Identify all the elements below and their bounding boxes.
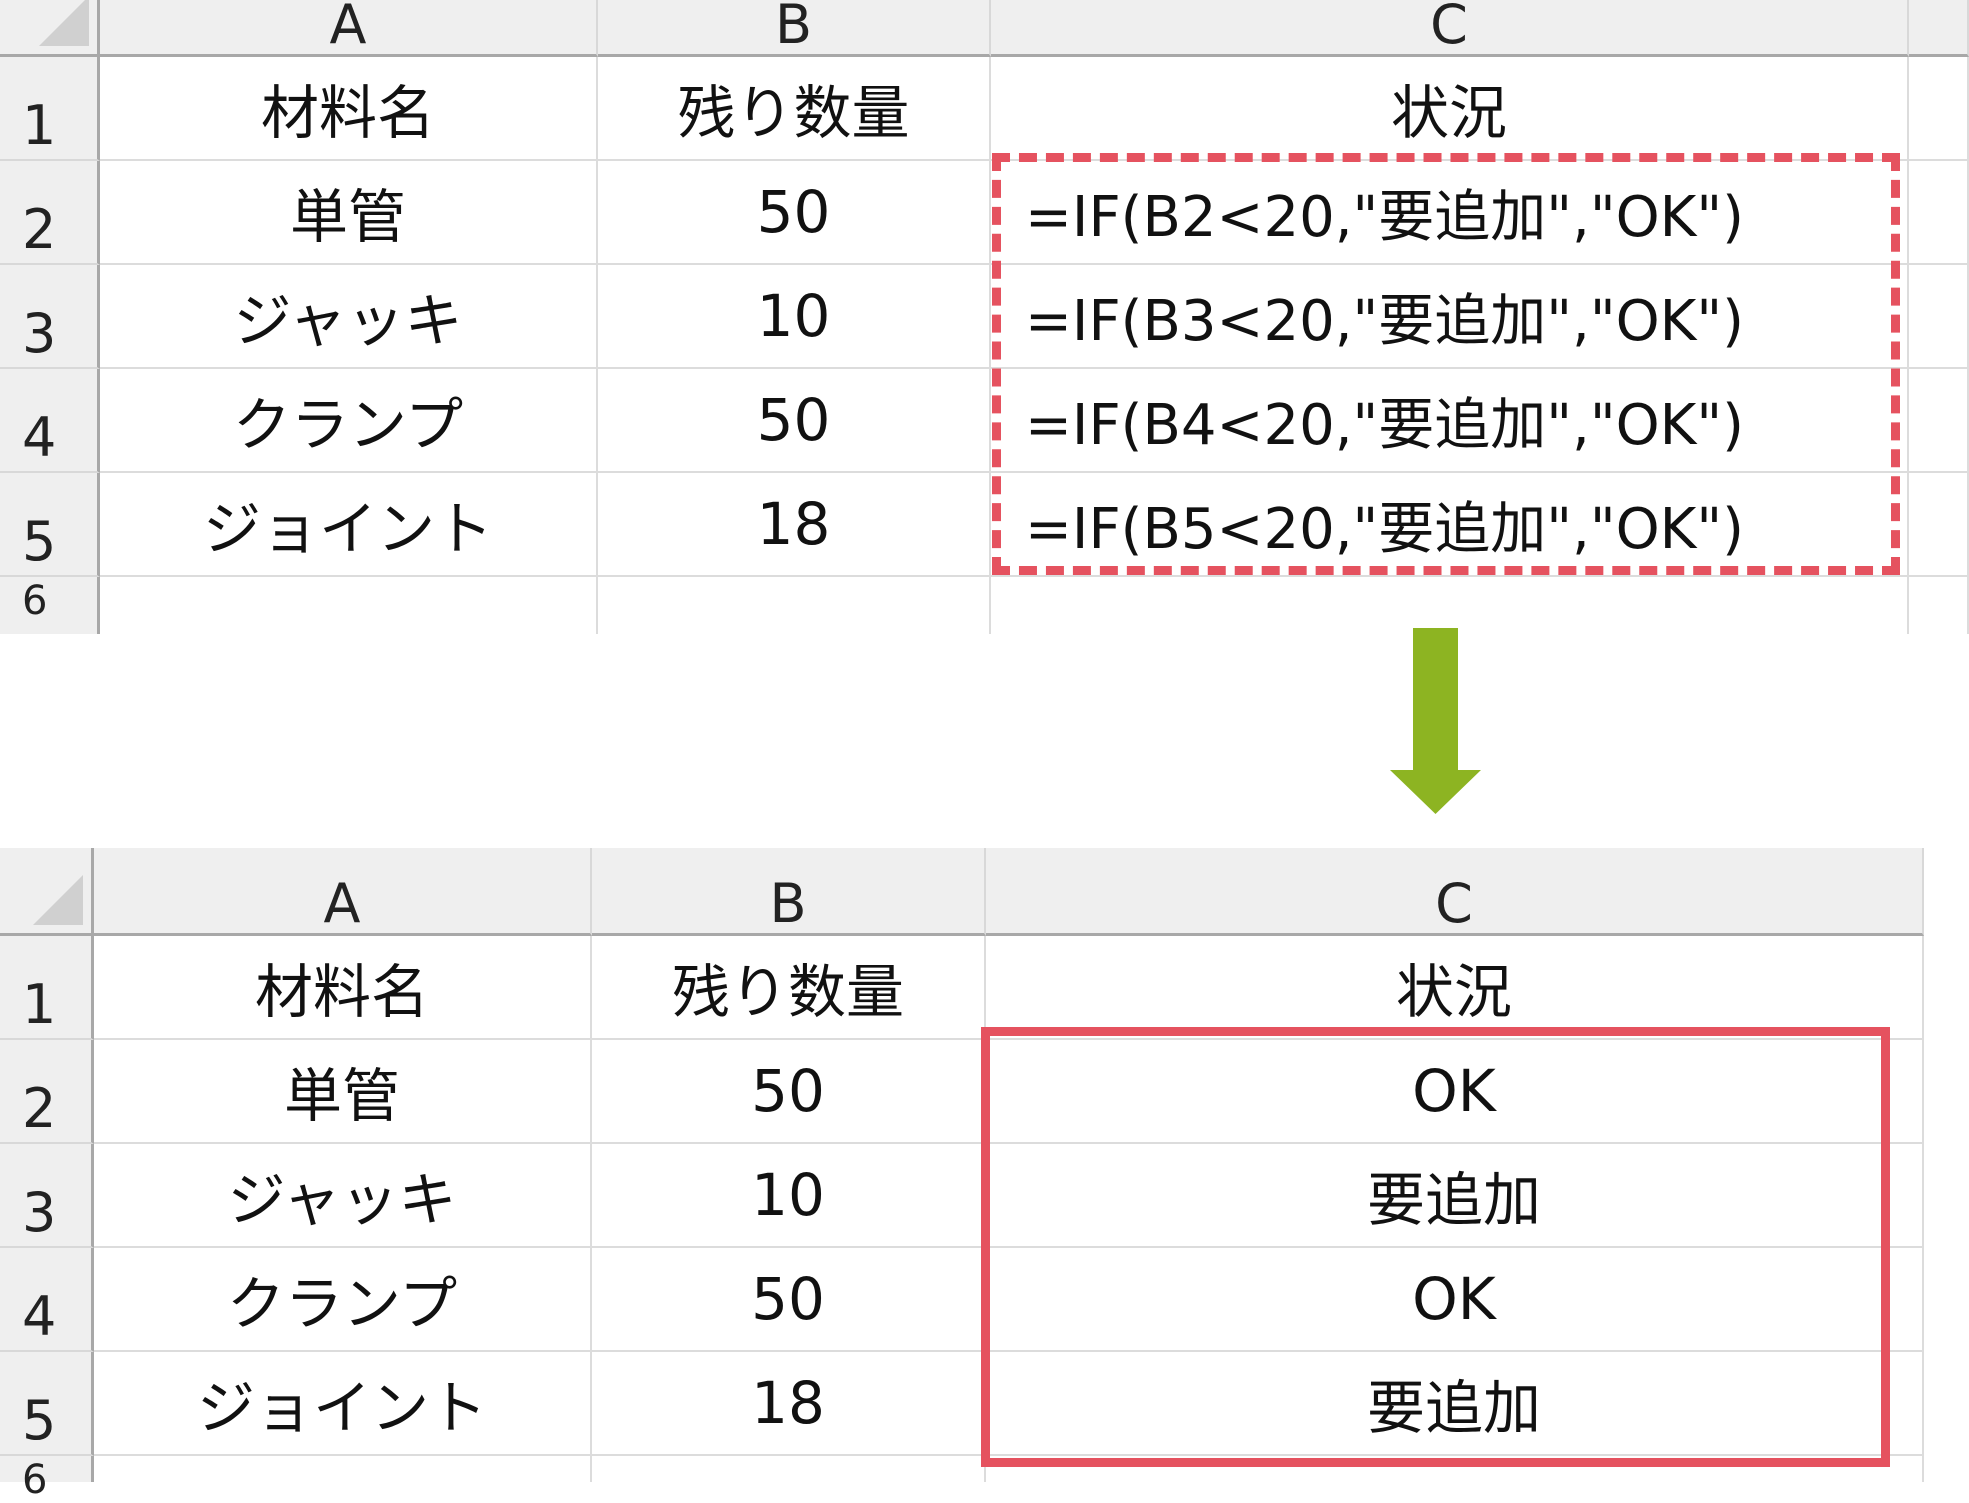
empty-cell[interactable] (1909, 473, 1969, 577)
formula-cell-C2[interactable]: =IF(B2<20,"要追加","OK") (991, 161, 1909, 265)
select-all-corner[interactable] (0, 848, 94, 936)
row-header-5[interactable]: 5 (0, 473, 100, 577)
row-header-6[interactable]: 6 (0, 577, 100, 634)
cell-B2[interactable]: 50 (598, 161, 991, 265)
empty-cell[interactable] (1909, 577, 1969, 634)
row-header-4[interactable]: 4 (0, 1248, 94, 1352)
cell-C1[interactable]: 状況 (991, 57, 1909, 161)
cell-A1[interactable]: 材料名 (94, 936, 592, 1040)
cell-A1[interactable]: 材料名 (100, 57, 598, 161)
cell-C5[interactable]: 要追加 (986, 1352, 1924, 1456)
cell-B3[interactable]: 10 (592, 1144, 986, 1248)
row-header-6[interactable]: 6 (0, 1456, 94, 1500)
formula-cell-C5[interactable]: =IF(B5<20,"要追加","OK") (991, 473, 1909, 577)
select-all-triangle-icon (39, 0, 89, 46)
column-header-c[interactable]: C (991, 0, 1909, 57)
empty-cell[interactable] (100, 577, 598, 634)
spreadsheet-after: A B C 1 材料名 残り数量 状況 2 単管 50 OK 3 ジャッキ 10 要追加 4 クランプ 50 OK 5… (0, 848, 1924, 1500)
column-header-d[interactable] (1909, 0, 1969, 57)
select-all-corner[interactable] (0, 0, 100, 57)
spreadsheet-before: A B C 1 材料名 残り数量 状況 2 単管 50 =IF(B2<20,"要追加","OK") 3… (0, 0, 1969, 634)
cell-C4[interactable]: OK (986, 1248, 1924, 1352)
cell-B4[interactable]: 50 (598, 369, 991, 473)
row-header-3[interactable]: 3 (0, 1144, 94, 1248)
empty-cell[interactable] (1909, 57, 1969, 161)
cell-A2[interactable]: 単管 (100, 161, 598, 265)
empty-cell[interactable] (1909, 265, 1969, 369)
cell-A3[interactable]: ジャッキ (94, 1144, 592, 1248)
row-header-4[interactable]: 4 (0, 369, 100, 473)
cell-B2[interactable]: 50 (592, 1040, 986, 1144)
column-header-b[interactable]: B (592, 848, 986, 936)
empty-cell[interactable] (991, 577, 1909, 634)
arrow-down-icon (1390, 628, 1481, 814)
empty-cell[interactable] (592, 1456, 986, 1482)
row-header-5[interactable]: 5 (0, 1352, 94, 1456)
cell-B5[interactable]: 18 (592, 1352, 986, 1456)
cell-A3[interactable]: ジャッキ (100, 265, 598, 369)
empty-cell[interactable] (598, 577, 991, 634)
cell-A5[interactable]: ジョイント (100, 473, 598, 577)
row-header-2[interactable]: 2 (0, 161, 100, 265)
column-header-c[interactable]: C (986, 848, 1924, 936)
select-all-triangle-icon (33, 875, 83, 925)
row-header-1[interactable]: 1 (0, 57, 100, 161)
result-highlight-box (981, 1027, 1890, 1467)
formula-highlight-dashed-box (992, 153, 1900, 575)
cell-A4[interactable]: クランプ (94, 1248, 592, 1352)
cell-A4[interactable]: クランプ (100, 369, 598, 473)
cell-A2[interactable]: 単管 (94, 1040, 592, 1144)
empty-cell[interactable] (1909, 369, 1969, 473)
formula-cell-C3[interactable]: =IF(B3<20,"要追加","OK") (991, 265, 1909, 369)
cell-B1[interactable]: 残り数量 (598, 57, 991, 161)
column-header-b[interactable]: B (598, 0, 991, 57)
empty-cell[interactable] (1909, 161, 1969, 265)
row-header-2[interactable]: 2 (0, 1040, 94, 1144)
cell-B3[interactable]: 10 (598, 265, 991, 369)
cell-B1[interactable]: 残り数量 (592, 936, 986, 1040)
cell-B5[interactable]: 18 (598, 473, 991, 577)
cell-C3[interactable]: 要追加 (986, 1144, 1924, 1248)
empty-cell[interactable] (986, 1456, 1924, 1482)
cell-C2[interactable]: OK (986, 1040, 1924, 1144)
row-header-1[interactable]: 1 (0, 936, 94, 1040)
cell-C1[interactable]: 状況 (986, 936, 1924, 1040)
formula-cell-C4[interactable]: =IF(B4<20,"要追加","OK") (991, 369, 1909, 473)
column-header-a[interactable]: A (100, 0, 598, 57)
row-header-3[interactable]: 3 (0, 265, 100, 369)
column-header-a[interactable]: A (94, 848, 592, 936)
cell-A5[interactable]: ジョイント (94, 1352, 592, 1456)
empty-cell[interactable] (94, 1456, 592, 1482)
cell-B4[interactable]: 50 (592, 1248, 986, 1352)
